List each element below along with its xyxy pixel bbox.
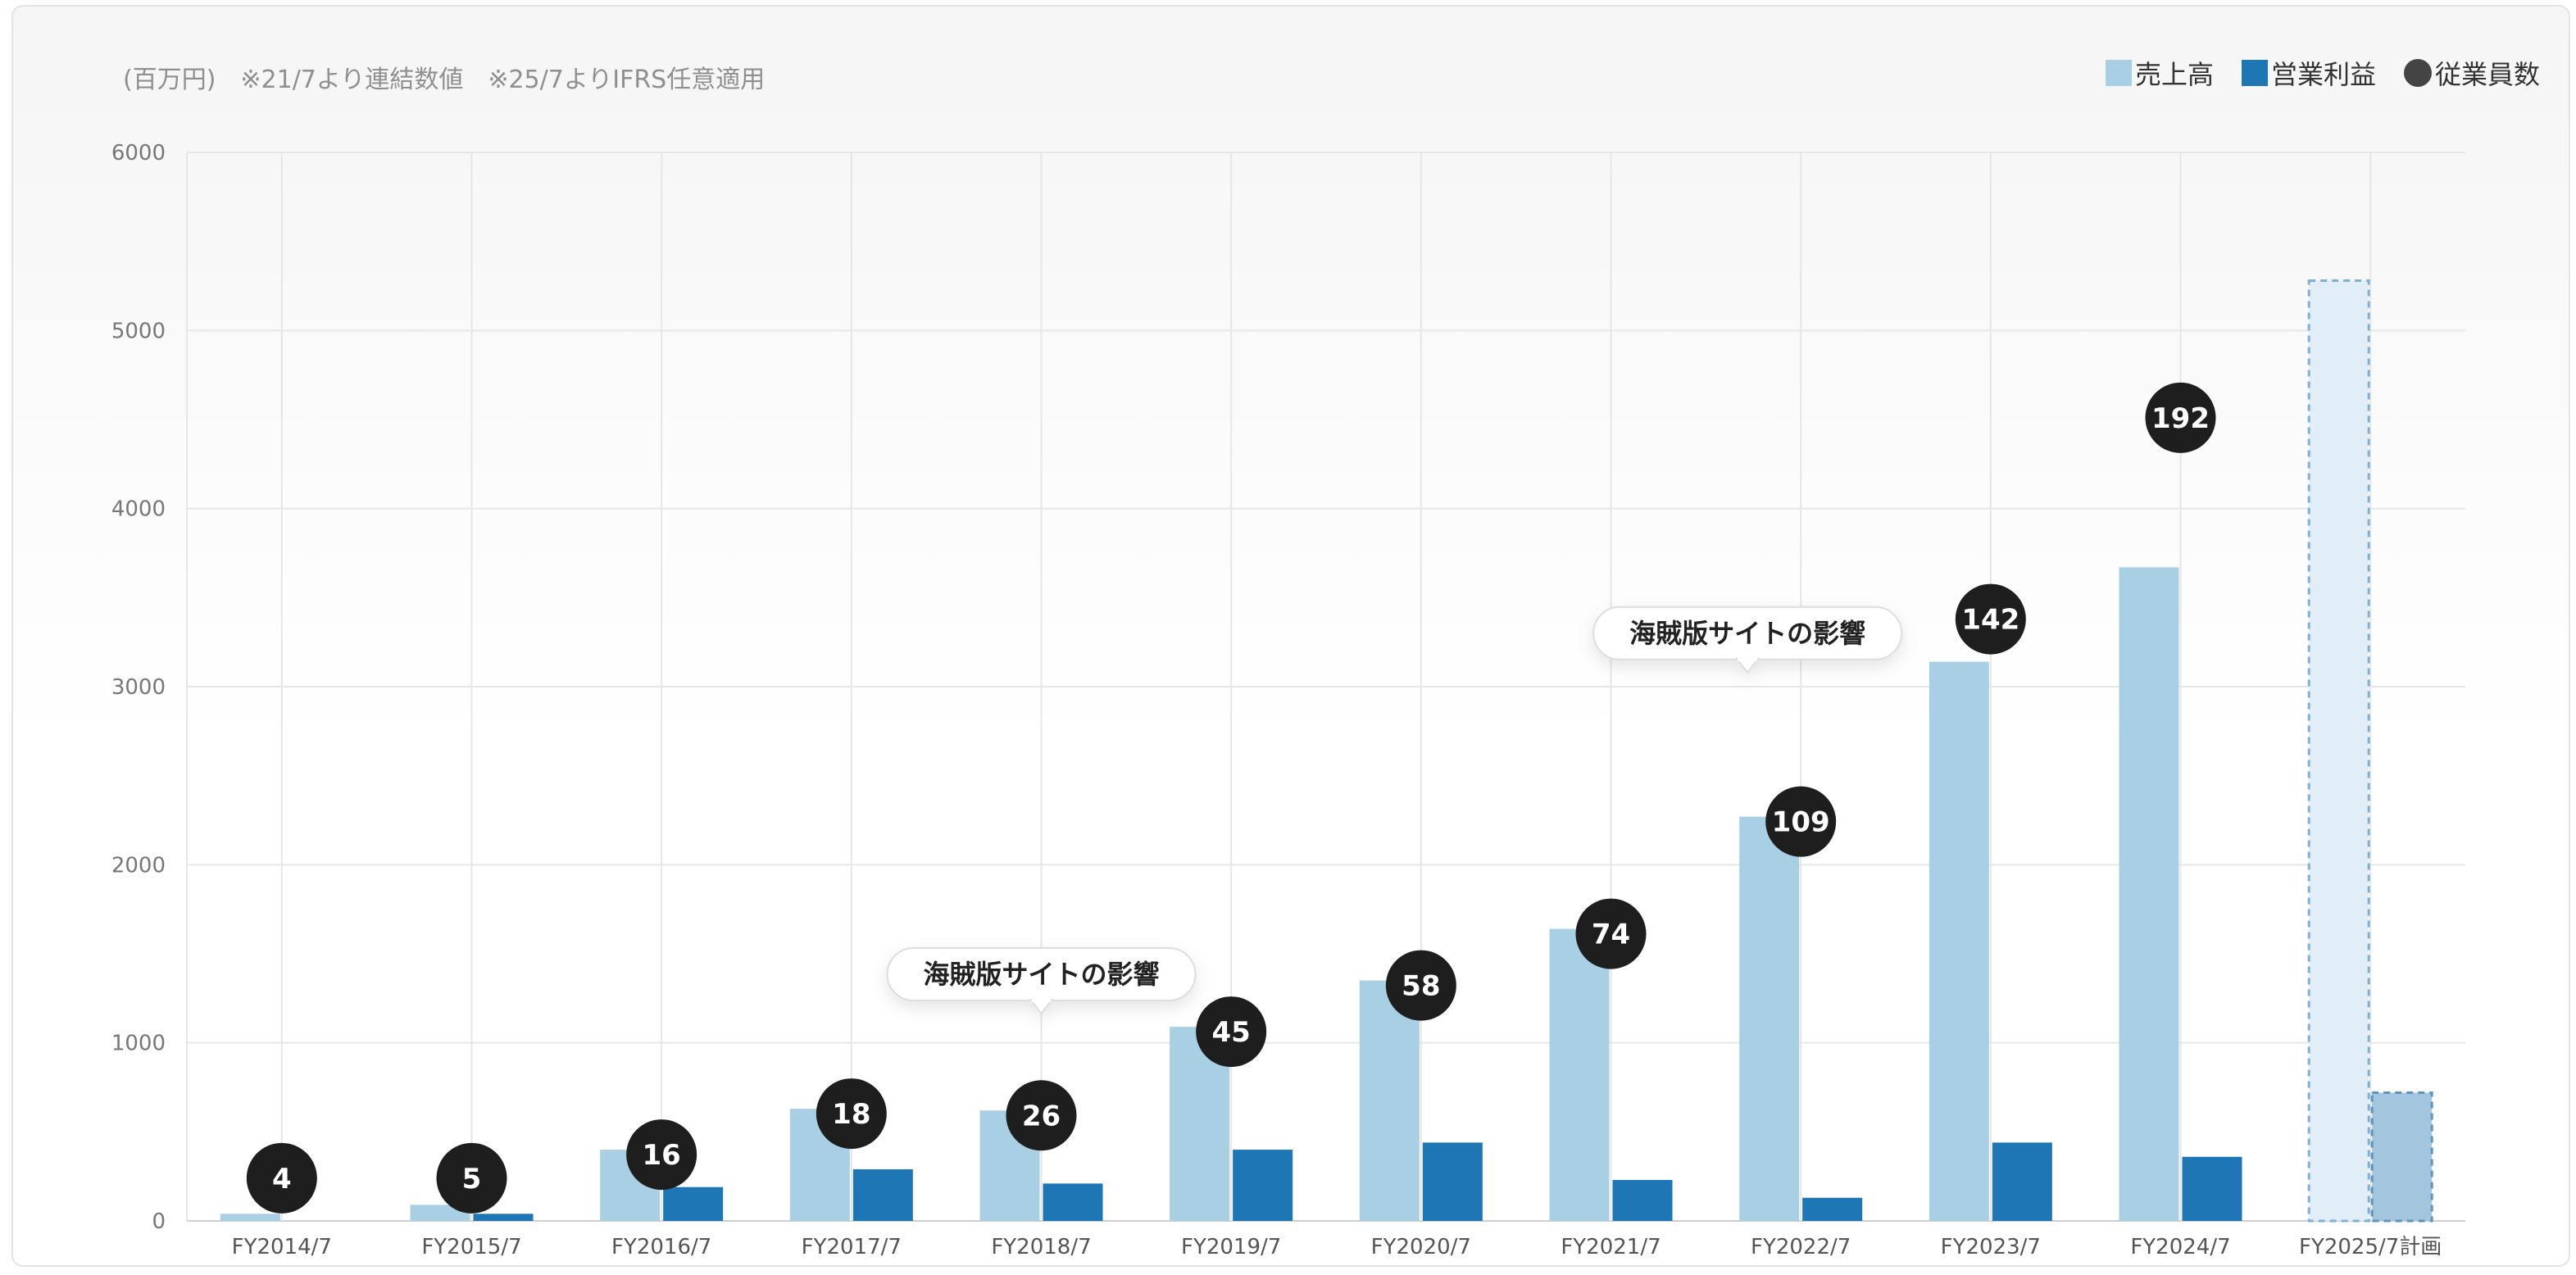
bar-operating-profit [1043, 1183, 1103, 1221]
bar-sales [1929, 661, 1989, 1221]
employee-count-marker [1385, 950, 1456, 1021]
bar-sales [220, 1214, 280, 1221]
x-tick-label: FY2019/7 [1181, 1235, 1281, 1259]
employee-count-marker [2145, 382, 2216, 453]
annotation-label: 海賊版サイトの影響 [1629, 618, 1865, 649]
bar-operating-profit [1612, 1180, 1673, 1221]
legend-item-sales: 売上高 [2105, 54, 2214, 92]
employee-count-label: 18 [832, 1098, 870, 1131]
y-tick-label: 3000 [111, 675, 166, 700]
grid-layer: 0 1000 2000 3000 4000 5000 6000 [111, 141, 2465, 1234]
y-tick-label: 4000 [111, 497, 166, 522]
employee-count-marker [1765, 786, 1837, 857]
x-tick-label: FY2015/7 [421, 1235, 521, 1259]
y-tick-label: 6000 [111, 141, 166, 166]
x-axis-labels: FY2014/7 FY2015/7 FY2016/7 FY2017/7 FY2018/7… [232, 1235, 2442, 1259]
employee-count-label: 74 [1592, 919, 1630, 951]
bar-sales [1359, 980, 1420, 1221]
y-tick-label: 1000 [111, 1032, 166, 1056]
x-tick-label: FY2023/7 [1941, 1235, 2041, 1259]
annotation-callout: 海賊版サイトの影響 [1592, 606, 1903, 674]
annotation-callout: 海賊版サイトの影響 [886, 946, 1197, 1015]
x-tick-label: FY2016/7 [611, 1235, 711, 1259]
bar-operating-profit [852, 1168, 913, 1221]
employee-count-marker [1196, 996, 1267, 1068]
bar-operating-profit [473, 1214, 534, 1221]
bar-operating-profit [1992, 1142, 2052, 1221]
bar-operating-profit [1802, 1197, 1863, 1221]
legend-label-employees: 従業員数 [2434, 59, 2540, 90]
annotation-pointer-mask [1738, 656, 1758, 661]
employee-count-label: 142 [1961, 604, 2019, 637]
x-tick-label: FY2017/7 [802, 1235, 902, 1259]
bar-operating-profit [1233, 1150, 1293, 1221]
employee-count-label: 45 [1212, 1016, 1251, 1049]
bar-sales-plan [2307, 279, 2370, 1223]
employee-count-marker [816, 1078, 887, 1150]
legend-item-operating-profit: 営業利益 [2241, 54, 2376, 92]
legend-swatch-employees [2403, 59, 2432, 87]
y-tick-label: 5000 [111, 319, 166, 343]
legend-label-operating-profit: 営業利益 [2270, 59, 2376, 90]
employee-count-label: 109 [1772, 806, 1830, 839]
legend-item-employees: 従業員数 [2403, 54, 2540, 92]
chart-legend: 売上高 営業利益 従業員数 [2078, 54, 2540, 92]
x-tick-label: FY2020/7 [1371, 1235, 1471, 1259]
x-tick-label: FY2025/7計画 [2299, 1235, 2442, 1259]
legend-label-sales: 売上高 [2134, 59, 2214, 90]
bar-layer [220, 279, 2433, 1223]
employee-count-marker [1955, 583, 2026, 655]
employee-count-marker [246, 1142, 317, 1214]
x-tick-label: FY2014/7 [232, 1235, 332, 1259]
y-tick-label: 0 [152, 1209, 166, 1234]
annotation-label: 海賊版サイトの影響 [923, 959, 1159, 990]
bar-sales [1549, 928, 1610, 1221]
x-tick-label: FY2021/7 [1561, 1235, 1661, 1259]
employee-count-marker [436, 1142, 507, 1214]
bar-operating-profit [2182, 1156, 2242, 1221]
employee-count-label: 5 [462, 1163, 482, 1196]
bar-sales [2119, 567, 2179, 1221]
unit-note: (百万円) ※21/7より連結数値 ※25/7よりIFRS任意適用 [123, 66, 766, 94]
employee-count-label: 4 [272, 1163, 292, 1196]
employee-count-label: 192 [2151, 402, 2210, 435]
annotation-pointer-mask [1031, 996, 1052, 1002]
x-tick-label: FY2022/7 [1751, 1235, 1851, 1259]
employee-count-marker [626, 1119, 697, 1191]
employee-count-label: 26 [1022, 1100, 1061, 1132]
legend-swatch-sales [2105, 60, 2132, 86]
x-tick-label: FY2018/7 [991, 1235, 1091, 1259]
y-tick-label: 2000 [111, 853, 166, 878]
bar-sales [1739, 816, 1800, 1221]
x-tick-label: FY2024/7 [2130, 1235, 2230, 1259]
employee-count-label: 58 [1402, 970, 1440, 1003]
bar-operating-profit [663, 1187, 724, 1221]
bar-operating-profit-plan [2370, 1091, 2433, 1223]
legend-swatch-operating-profit [2241, 60, 2268, 86]
employee-count-label: 16 [643, 1139, 681, 1172]
bar-operating-profit [1422, 1142, 1483, 1221]
employee-count-marker [1006, 1080, 1077, 1151]
employee-count-marker [1575, 898, 1647, 969]
